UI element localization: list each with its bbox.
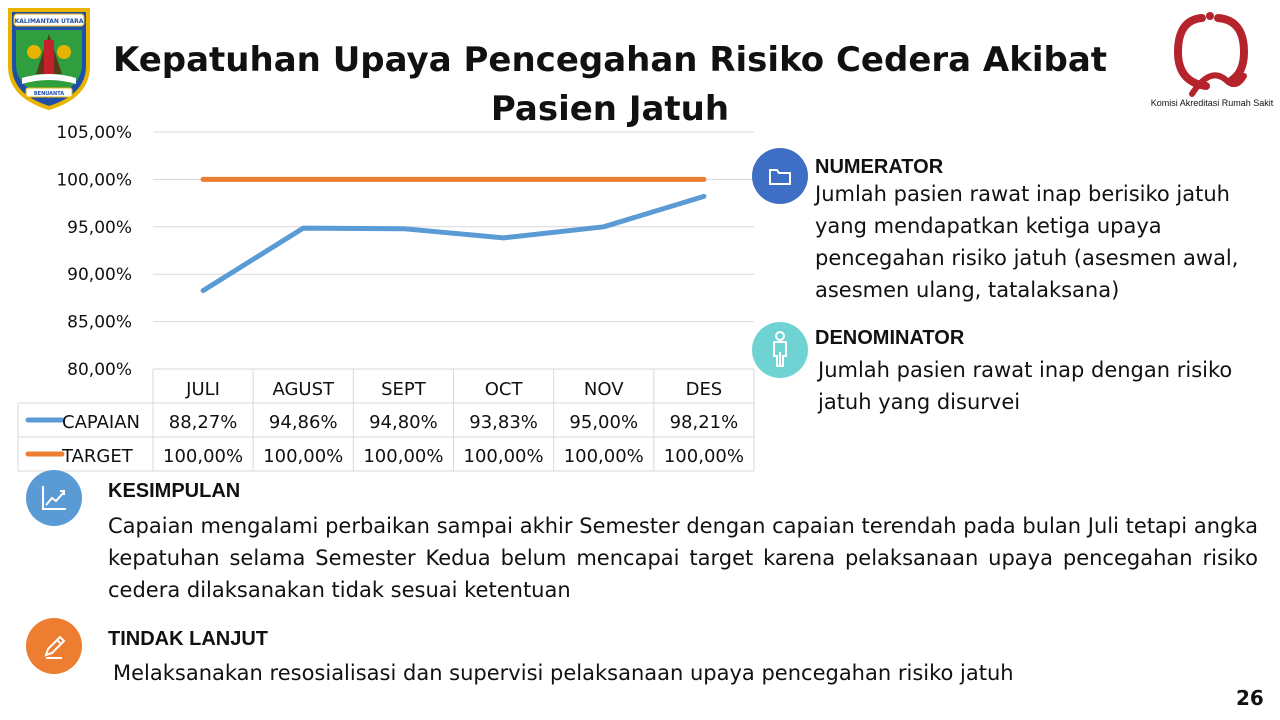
data-table: JULI AGUST SEPT OCT NOV DES CAPAIAN 88,27% 94,86…: [17, 368, 755, 472]
page-title: Kepatuhan Upaya Pencegahan Risiko Cedera…: [112, 40, 1108, 80]
numerator-heading: NUMERATOR: [815, 156, 944, 178]
page-number: 26: [1236, 686, 1264, 710]
page-title-line2: Pasien Jatuh: [490, 89, 730, 129]
denominator-text: Jumlah pasien rawat inap dengan risiko j…: [818, 358, 1233, 414]
person-icon: [752, 322, 808, 378]
data-label: 93,83%: [469, 412, 538, 433]
x-category-label: JULI: [185, 379, 220, 400]
svg-text:BENUANTA: BENUANTA: [34, 91, 64, 97]
y-tick-label: 80,00%: [67, 360, 132, 380]
data-label: 100,00%: [664, 446, 744, 467]
x-category-label: SEPT: [381, 379, 427, 400]
denominator-heading: DENOMINATOR: [815, 327, 965, 349]
legend-series-name: TARGET: [61, 446, 134, 467]
x-category-label: AGUST: [272, 379, 335, 400]
y-tick-label: 85,00%: [67, 313, 132, 333]
x-category-label: DES: [686, 379, 723, 400]
y-tick-label: 105,00%: [56, 123, 132, 143]
kesimpulan-heading: KESIMPULAN: [108, 480, 241, 502]
series-lines: [200, 176, 707, 294]
tindak-lanjut-heading: TINDAK LANJUT: [108, 628, 268, 650]
svg-text:KALIMANTAN UTARA: KALIMANTAN UTARA: [15, 18, 84, 25]
folder-icon: [752, 148, 808, 204]
x-category-label: OCT: [485, 379, 524, 400]
province-emblem-logo: KALIMANTAN UTARA BENUANTA: [8, 8, 90, 111]
numerator-text: Jumlah pasien rawat inap berisiko jatuh …: [815, 182, 1239, 302]
data-label: 100,00%: [263, 446, 343, 467]
legend-series-name: CAPAIAN: [62, 412, 140, 433]
chart-gridlines: [153, 131, 754, 370]
y-tick-label: 95,00%: [67, 218, 132, 238]
data-label: 100,00%: [363, 446, 443, 467]
y-tick-label: 90,00%: [67, 265, 132, 285]
series-line-capaian: [200, 193, 707, 294]
data-label: 94,86%: [269, 412, 338, 433]
kars-logo: [1173, 12, 1249, 97]
data-label: 100,00%: [464, 446, 544, 467]
x-category-label: NOV: [584, 379, 624, 400]
kars-label: Komisi Akreditasi Rumah Sakit: [1150, 98, 1274, 108]
data-label: 100,00%: [163, 446, 243, 467]
data-label: 100,00%: [564, 446, 644, 467]
kesimpulan-text: Capaian mengalami perbaikan sampai akhir…: [108, 514, 1258, 602]
trend-chart-icon: [26, 470, 82, 526]
y-tick-label: 100,00%: [56, 170, 132, 190]
data-label: 95,00%: [569, 412, 638, 433]
data-label: 88,27%: [169, 412, 238, 433]
pencil-icon: [26, 618, 82, 674]
data-label: 94,80%: [369, 412, 438, 433]
data-label: 98,21%: [670, 412, 739, 433]
tindak-lanjut-text: Melaksanakan resosialisasi dan supervisi…: [113, 661, 1014, 685]
y-axis-ticks: 105,00% 100,00% 95,00% 90,00% 85,00% 80,00%: [56, 123, 132, 380]
line-chart: 105,00% 100,00% 95,00% 90,00% 85,00% 80,00% J…: [17, 123, 755, 472]
